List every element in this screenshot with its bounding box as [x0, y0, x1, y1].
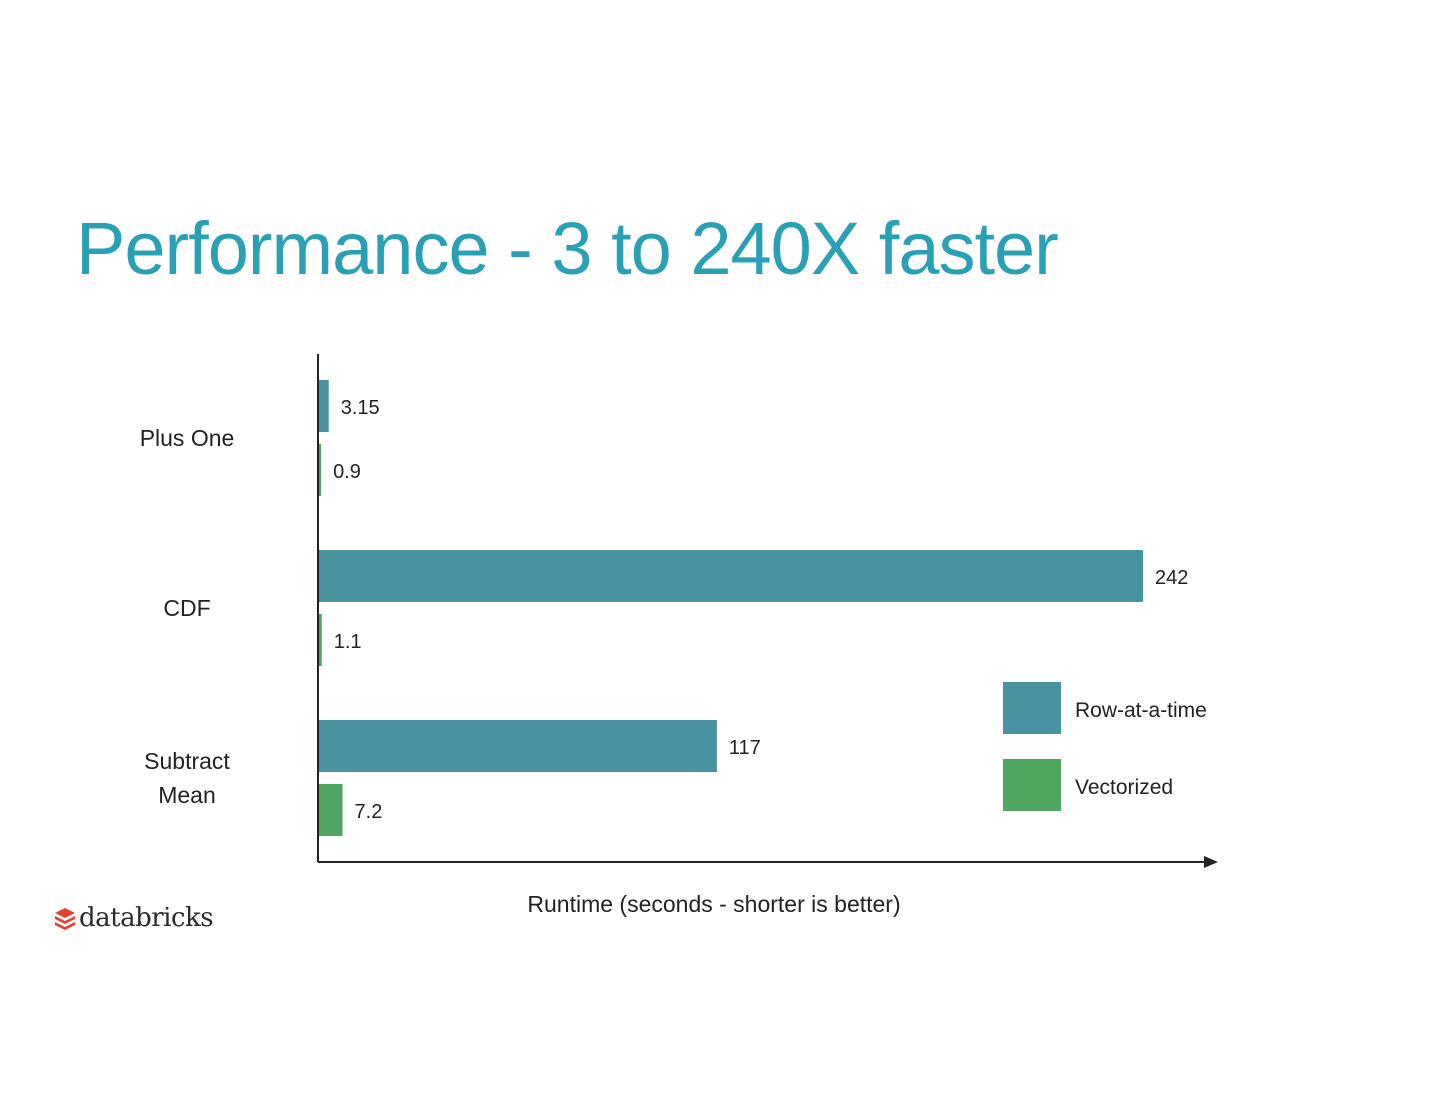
category-label-cdf: CDF	[163, 595, 210, 621]
data-label-subtract-mean-vectorized: 7.2	[355, 801, 383, 823]
x-axis-label: Runtime (seconds - shorter is better)	[527, 891, 900, 917]
bar-subtract-mean-vectorized	[318, 784, 343, 836]
data-label-plus-one-row-at-a-time: 3.15	[341, 397, 380, 419]
x-axis-arrow-icon	[1204, 856, 1218, 868]
bar-subtract-mean-row-at-a-time	[318, 720, 717, 772]
legend-swatch-vectorized	[1003, 759, 1061, 811]
data-label-cdf-row-at-a-time: 242	[1155, 567, 1188, 589]
databricks-stack-icon	[55, 908, 75, 930]
slide-title: Performance - 3 to 240X faster	[76, 207, 1059, 290]
databricks-wordmark: databricks	[79, 903, 214, 933]
data-label-subtract-mean-row-at-a-time: 117	[729, 737, 761, 759]
bar-cdf-vectorized	[318, 614, 322, 666]
category-label-plus-one: Plus One	[140, 425, 235, 451]
databricks-logo: databricks	[54, 898, 214, 938]
bar-plus-one-vectorized	[318, 444, 322, 496]
bar-plus-one-row-at-a-time	[318, 380, 329, 432]
legend-label-row-at-a-time: Row-at-a-time	[1075, 699, 1207, 722]
data-label-cdf-vectorized: 1.1	[334, 631, 362, 653]
category-label-subtract-mean: Subtract Mean	[144, 748, 230, 808]
legend-swatch-row-at-a-time	[1003, 682, 1061, 734]
data-label-plus-one-vectorized: 0.9	[333, 461, 361, 483]
bar-cdf-row-at-a-time	[318, 550, 1143, 602]
legend-label-vectorized: Vectorized	[1075, 776, 1173, 799]
